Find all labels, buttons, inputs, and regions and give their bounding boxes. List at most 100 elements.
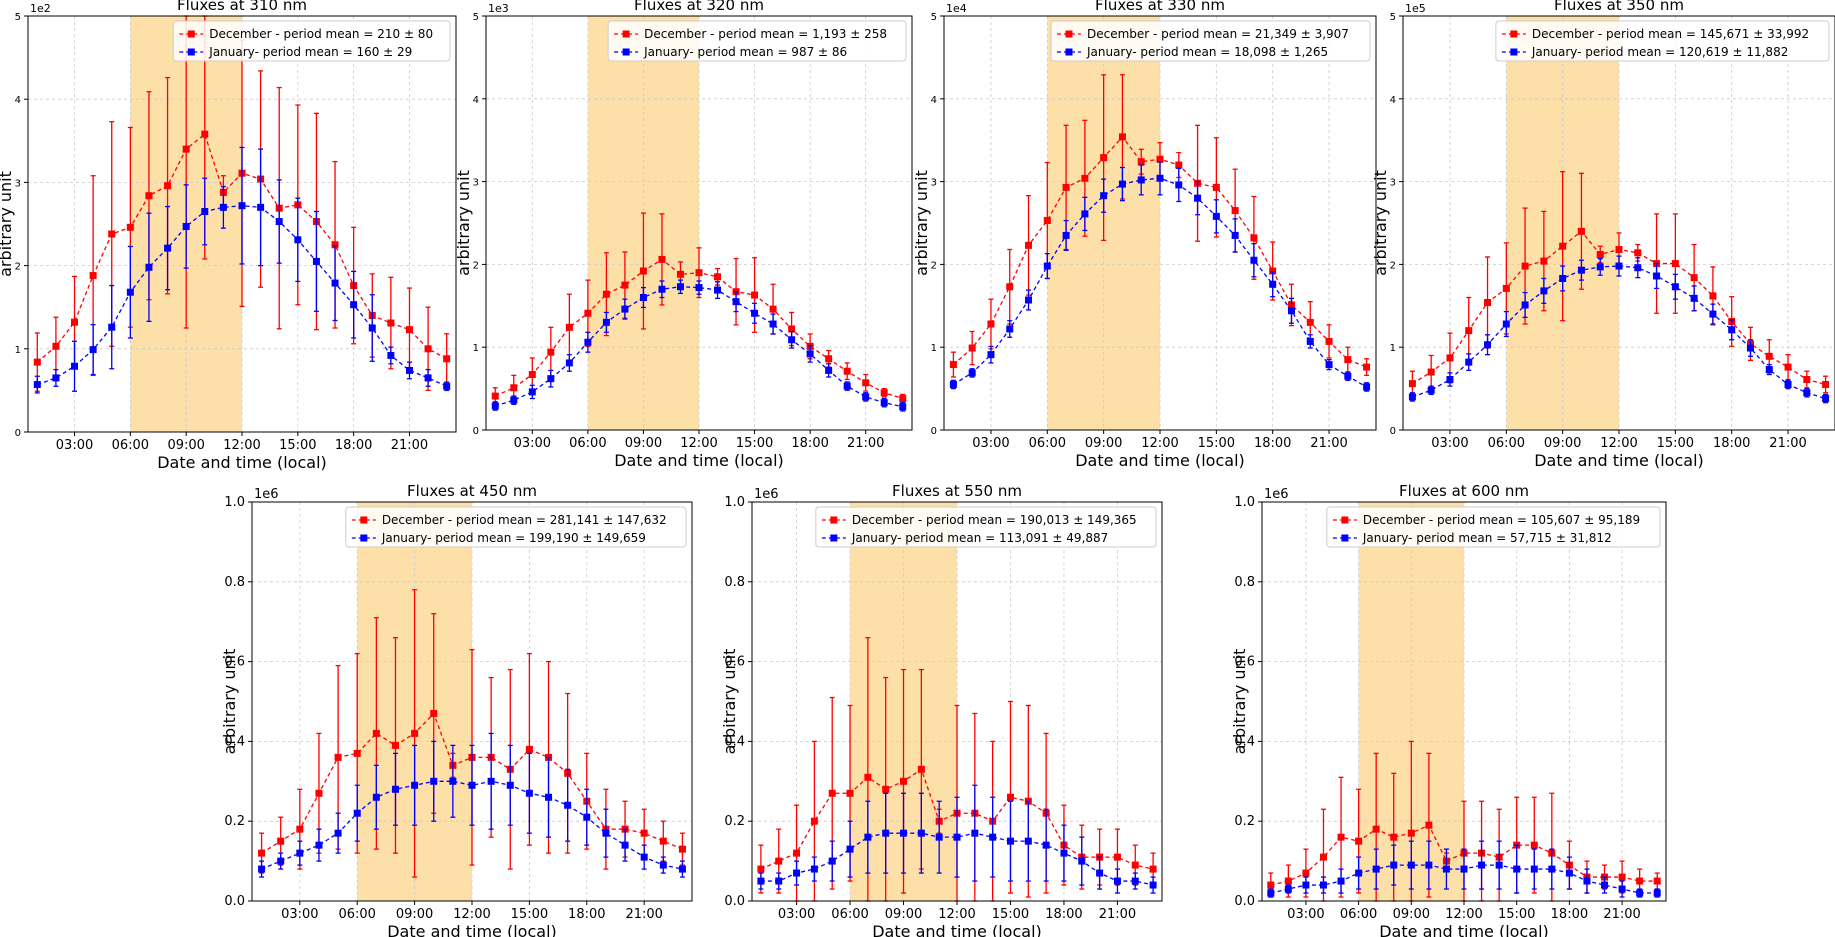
x-tick-label: 18:00 [335,438,372,453]
data-point [277,857,285,865]
data-point [678,865,686,873]
data-point [1006,283,1014,291]
data-point [1636,877,1644,885]
data-point [1425,861,1433,869]
y-tick-label: 0.6 [224,655,245,670]
y-axis-label: arbitrary unit [1371,170,1390,276]
data-point [882,785,890,793]
y-tick-label: 2 [931,260,937,271]
data-point [350,301,358,309]
series-line [760,832,1154,886]
y-axis-label: arbitrary unit [720,649,739,755]
series-line [495,286,903,408]
data-point [1671,260,1679,268]
data-point [825,366,833,374]
data-point [1408,393,1416,401]
data-point [678,845,686,853]
series-january [491,279,907,412]
chart-panel-3: 03:00 06:00 09:00 12:00 15:00 18:00 21:00 0 1 2 3 4… [912,0,1377,470]
x-tick-label: 09:00 [396,907,433,922]
data-point [775,857,783,865]
data-point [71,362,79,370]
legend-marker [622,30,630,38]
data-point [989,833,997,841]
data-point [315,789,323,797]
axis-multiplier: 1e3 [488,2,509,15]
data-point [510,396,518,404]
x-tick-label: 21:00 [391,438,428,453]
data-point [1284,885,1292,893]
data-point [1408,380,1416,388]
y-tick-label: 4 [1390,95,1396,106]
y-tick-label: 0.0 [724,894,745,909]
data-point [1577,266,1585,274]
legend-label: December - period mean = 210 ± 80 [209,27,433,41]
axis-multiplier: 1e5 [1405,2,1426,15]
data-point [1302,881,1310,889]
data-point [145,263,153,271]
data-point [935,833,943,841]
data-point [1502,284,1510,292]
data-point [1427,386,1435,394]
x-tick-label: 03:00 [778,907,815,922]
x-axis-label: Date and time (local) [1075,451,1245,470]
data-point [443,355,451,363]
data-point [424,345,432,353]
data-point [1372,825,1380,833]
data-point [405,326,413,334]
data-point [769,305,777,313]
data-point [528,388,536,396]
data-point [1131,861,1139,869]
data-point [1062,231,1070,239]
data-point [899,395,907,403]
x-tick-label: 03:00 [1431,436,1468,451]
y-tick-label: 0.8 [724,575,745,590]
data-point [1540,287,1548,295]
data-point [695,284,703,292]
data-point [1081,210,1089,218]
x-tick-label: 21:00 [625,907,662,922]
data-point [430,709,438,717]
data-point [89,272,97,280]
chart-title: Fluxes at 330 nm [1095,0,1225,14]
data-point [353,809,361,817]
data-point [1596,250,1604,258]
legend-label: January- period mean = 57,715 ± 31,812 [1362,531,1612,545]
data-point [258,865,266,873]
data-point [1690,294,1698,302]
x-tick-label: 06:00 [831,907,868,922]
series-january [757,784,1157,894]
data-point [640,829,648,837]
data-point [1062,183,1070,191]
x-tick-label: 15:00 [1198,436,1235,451]
y-tick-label: 4 [931,95,937,106]
axes-frame [943,15,1377,431]
data-point [788,336,796,344]
y-axis-label: arbitrary unit [454,170,473,276]
data-point [1634,249,1642,257]
data-point [1559,242,1567,250]
legend: December - period mean = 105,607 ± 95,18… [1326,506,1661,548]
y-tick-label: 4 [473,95,479,106]
x-tick-label: 09:00 [1544,436,1581,451]
chart-title: Fluxes at 320 nm [634,0,764,14]
data-point [825,355,833,363]
data-point [810,865,818,873]
data-point [714,286,722,294]
data-point [1267,881,1275,889]
legend-marker [360,516,368,524]
axes-frame [251,501,693,902]
x-tick-label: 15:00 [511,907,548,922]
data-point [294,236,302,244]
data-point [1446,375,1454,383]
data-point [987,320,995,328]
data-point [1175,161,1183,169]
data-point [1267,889,1275,897]
data-point [1709,292,1717,300]
y-tick-label: 0.4 [1234,734,1255,749]
data-point [1269,267,1277,275]
legend-label: January- period mean = 18,098 ± 1,265 [1086,45,1328,59]
data-point [1231,207,1239,215]
data-point [506,781,514,789]
